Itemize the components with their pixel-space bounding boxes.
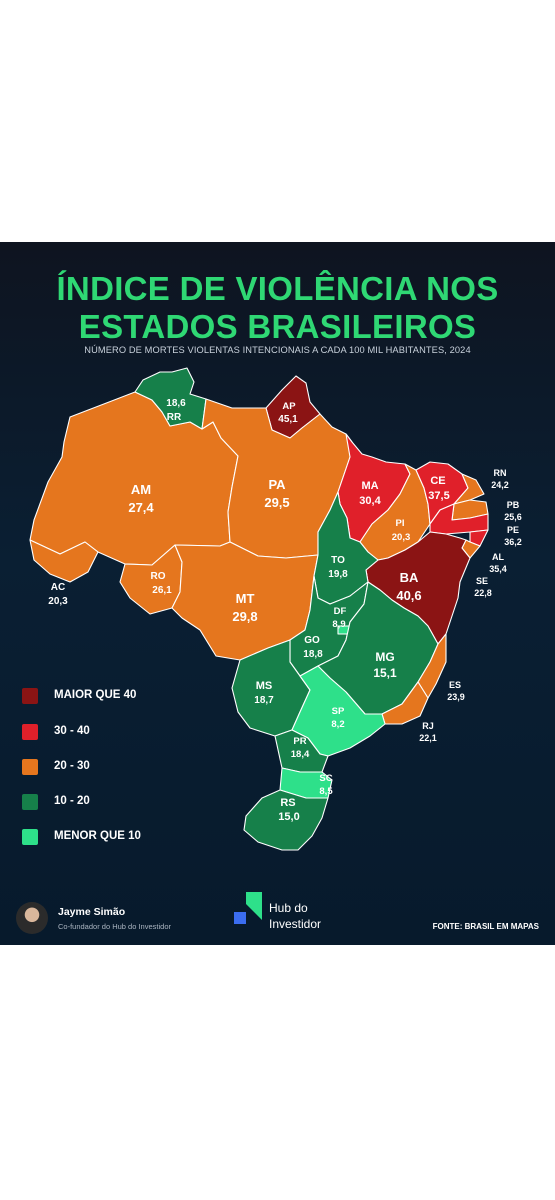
label-ce-name: CE (430, 475, 445, 487)
hub-logo-icon (234, 892, 262, 924)
label-ma-value: 30,4 (359, 495, 381, 507)
label-am-name: AM (131, 482, 151, 497)
label-pe-value: 36,2 (504, 537, 522, 547)
label-rj-value: 22,1 (419, 733, 437, 743)
label-rj-name: RJ (422, 721, 434, 731)
brazil-map: 18,6 RR AP 45,1 AM 27,4 PA 29,5 MA 30,4 … (29, 367, 522, 851)
legend-label: MENOR QUE 10 (54, 830, 141, 842)
label-rr-name: RR (167, 412, 182, 423)
label-ap-name: AP (282, 401, 296, 412)
brand-name-line-2: Investidor (269, 917, 322, 931)
label-pr-value: 18,4 (291, 749, 310, 760)
label-pb-value: 25,6 (504, 512, 522, 522)
label-mt-value: 29,8 (232, 609, 257, 624)
label-ac-name: AC (51, 582, 65, 593)
label-al-value: 35,4 (489, 564, 507, 574)
label-ba-name: BA (400, 570, 419, 585)
label-to-name: TO (331, 555, 345, 566)
label-ro-value: 26,1 (152, 585, 172, 596)
label-pr-name: PR (293, 736, 306, 747)
label-df-value: 8,9 (332, 619, 345, 630)
label-rs-name: RS (280, 797, 295, 809)
title-line-1: ÍNDICE DE VIOLÊNCIA NOS (56, 270, 499, 307)
subtitle: NÚMERO DE MORTES VIOLENTAS INTENCIONAIS … (84, 345, 471, 355)
source-credit: FONTE: BRASIL EM MAPAS (432, 922, 539, 931)
label-pb-name: PB (507, 500, 520, 510)
label-es-value: 23,9 (447, 692, 465, 702)
author-avatar (16, 902, 48, 934)
label-rr-value: 18,6 (166, 398, 186, 409)
label-se-name: SE (476, 576, 488, 586)
state-rr (134, 367, 207, 430)
label-ro-name: RO (151, 571, 166, 582)
label-ms-value: 18,7 (254, 695, 274, 706)
label-ap-value: 45,1 (278, 414, 298, 425)
label-pi-value: 20,3 (392, 532, 411, 543)
legend-label: 30 - 40 (54, 725, 90, 737)
label-sp-value: 8,2 (331, 719, 344, 730)
legend-swatch (22, 829, 38, 845)
label-rn-value: 24,2 (491, 480, 509, 490)
label-sc-value: 8,5 (319, 786, 333, 797)
label-go-name: GO (304, 635, 320, 646)
legend-label: 10 - 20 (54, 795, 90, 807)
label-pa-value: 29,5 (264, 495, 289, 510)
label-al-name: AL (492, 552, 504, 562)
title-line-2: ESTADOS BRASILEIROS (78, 308, 477, 345)
label-am-value: 27,4 (128, 500, 154, 515)
author-role: Co-fundador do Hub do Investidor (58, 922, 171, 931)
label-mt-name: MT (236, 591, 255, 606)
label-ma-name: MA (361, 480, 378, 492)
label-pa-name: PA (268, 477, 286, 492)
label-to-value: 19,8 (328, 569, 348, 580)
label-ms-name: MS (256, 680, 273, 692)
label-ba-value: 40,6 (396, 588, 421, 603)
label-sc-name: SC (319, 773, 332, 784)
label-es-name: ES (449, 680, 461, 690)
label-go-value: 18,8 (303, 649, 323, 660)
label-mg-name: MG (375, 650, 394, 664)
label-se-value: 22,8 (474, 588, 492, 598)
label-ce-value: 37,5 (428, 490, 449, 502)
brand-name-line-1: Hub do (269, 901, 308, 915)
label-mg-value: 15,1 (373, 666, 397, 680)
label-rn-name: RN (494, 468, 507, 478)
legend-swatch (22, 688, 38, 704)
state-ac (29, 539, 99, 583)
legend-label: 20 - 30 (54, 760, 90, 772)
label-pi-name: PI (396, 518, 405, 529)
legend-swatch (22, 794, 38, 810)
infographic: ÍNDICE DE VIOLÊNCIA NOS ESTADOS BRASILEI… (0, 242, 555, 945)
label-rs-value: 15,0 (278, 811, 299, 823)
state-es (417, 633, 447, 699)
legend-swatch (22, 759, 38, 775)
legend-label: MAIOR QUE 40 (54, 689, 137, 701)
label-pe-name: PE (507, 525, 519, 535)
legend-swatch (22, 724, 38, 740)
state-sp (291, 665, 386, 757)
label-sp-name: SP (332, 706, 345, 717)
label-df-name: DF (334, 606, 347, 617)
label-ac-value: 20,3 (48, 596, 68, 607)
author-name: Jayme Simão (58, 906, 126, 918)
state-rs (243, 789, 329, 851)
